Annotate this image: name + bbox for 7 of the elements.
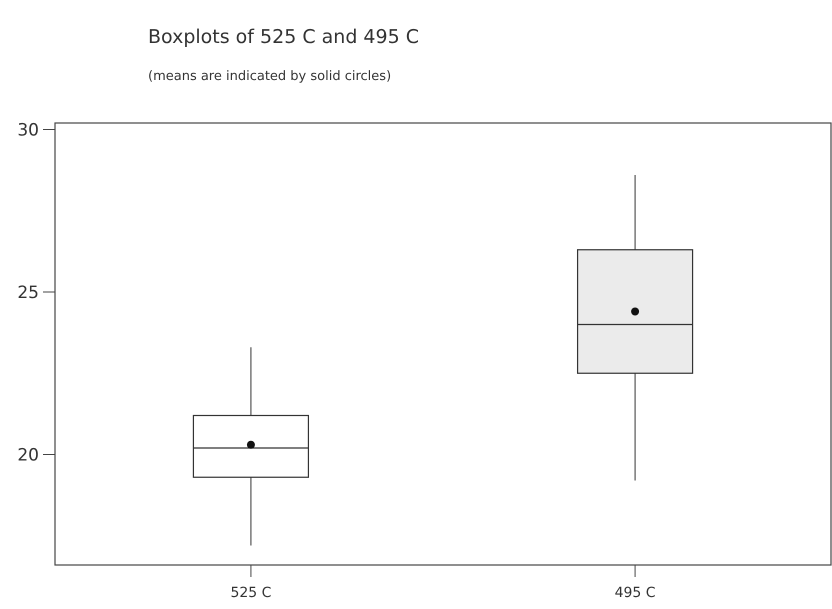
y-tick-label: 25 xyxy=(17,282,39,303)
x-tick-label: 495 C xyxy=(614,585,656,601)
y-tick-label: 30 xyxy=(17,120,39,140)
chart-title: Boxplots of 525 C and 495 C xyxy=(148,26,419,48)
y-tick-label: 20 xyxy=(17,445,39,466)
x-tick-label: 525 C xyxy=(230,585,272,601)
chart-subtitle: (means are indicated by solid circles) xyxy=(148,69,392,84)
